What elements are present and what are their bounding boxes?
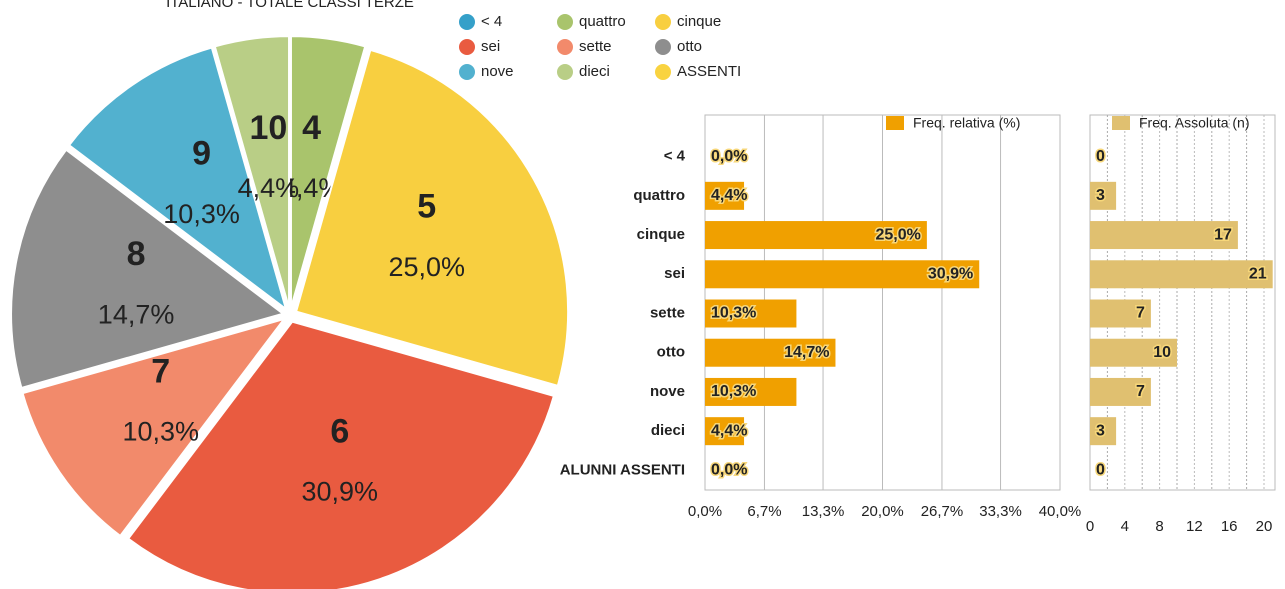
bar-value-label: 17: [1214, 226, 1232, 243]
slice-label: 6: [330, 412, 349, 450]
bar: [1090, 338, 1177, 367]
chart-title: ITALIANO - TOTALE CLASSI TERZE: [166, 0, 414, 11]
bar-value-label: 10: [1153, 344, 1171, 361]
legend-label: Freq. relativa (%): [913, 115, 1020, 131]
y-tick-label: dieci: [651, 422, 685, 439]
bar: [705, 260, 980, 289]
pie-slice: [21, 317, 287, 538]
slice-value-label: 10,3%: [122, 417, 199, 447]
y-tick-label: sette: [650, 304, 685, 321]
x-tick-label: 33,3%: [979, 503, 1022, 520]
legend-swatch: [655, 14, 671, 30]
x-tick-label: 26,7%: [921, 503, 964, 520]
slice-value-label: 14,7%: [98, 299, 175, 329]
legend-label: < 4: [481, 13, 502, 30]
pie-slice: [213, 35, 291, 309]
legend-swatch: [557, 14, 573, 30]
slice-value-label: 4,4%: [238, 173, 300, 203]
bar-value-label: 10,3%: [711, 383, 756, 400]
bar-value-label: 10,3%: [711, 305, 756, 322]
slice-label: 9: [192, 135, 211, 173]
legend-swatch: [557, 64, 573, 80]
bar-value-label: 3: [1096, 422, 1105, 439]
legend-label: nove: [481, 63, 514, 80]
y-tick-label: otto: [657, 344, 685, 361]
bar-value-label: 25,0%: [876, 226, 921, 243]
bar-value-label: 14,7%: [784, 344, 829, 361]
legend-swatch: [557, 39, 573, 55]
slice-label: 10: [250, 109, 288, 147]
bar-value-label: 21: [1249, 265, 1267, 282]
legend-swatch: [459, 14, 475, 30]
legend-label: ASSENTI: [677, 63, 741, 80]
legend-swatch: [459, 64, 475, 80]
bar-value-label: 0,0%: [711, 148, 747, 165]
bar-value-label: 7: [1136, 383, 1145, 400]
x-tick-label: 8: [1155, 518, 1163, 535]
legend-swatch: [1112, 116, 1130, 130]
bar-value-label: 30,9%: [928, 265, 973, 282]
slice-label: 7: [151, 352, 170, 390]
slice-value-label: 10,3%: [163, 199, 240, 229]
y-tick-label: ALUNNI ASSENTI: [560, 461, 685, 478]
slice-label: 4: [302, 109, 321, 147]
bar: [1090, 377, 1151, 406]
x-tick-label: 40,0%: [1039, 503, 1082, 520]
legend-label: dieci: [579, 63, 610, 80]
bar-value-label: 4,4%: [711, 422, 747, 439]
bar: [1090, 417, 1117, 446]
y-tick-label: quattro: [633, 187, 685, 204]
bar-value-label: 7: [1136, 305, 1145, 322]
bar-value-label: 0: [1096, 148, 1105, 165]
bar-value-label: 4,4%: [711, 187, 747, 204]
pie-slice: [289, 35, 367, 309]
bar: [1090, 181, 1117, 210]
legend-label: otto: [677, 38, 702, 55]
x-tick-label: 20,0%: [861, 503, 904, 520]
bar: [705, 417, 745, 446]
legend-swatch: [886, 116, 904, 130]
bar: [705, 299, 797, 328]
slice-label: 8: [127, 235, 146, 273]
pie-slice: [10, 148, 286, 390]
legend-label: quattro: [579, 13, 626, 30]
slice-value-label: 30,9%: [302, 477, 379, 507]
slice-label: 5: [417, 188, 436, 226]
legend-label: sei: [481, 38, 500, 55]
legend-label: Freq. Assoluta (n): [1139, 115, 1250, 131]
legend-label: sette: [579, 38, 612, 55]
bar: [705, 181, 745, 210]
bar-value-label: 3: [1096, 187, 1105, 204]
y-tick-label: sei: [664, 265, 685, 282]
slice-value-label: 25,0%: [388, 252, 465, 282]
x-tick-label: 12: [1186, 518, 1203, 535]
pie-slice: [294, 48, 570, 388]
bar: [1090, 299, 1151, 328]
bar: [705, 338, 836, 367]
x-tick-label: 20: [1256, 518, 1273, 535]
legend-swatch: [655, 64, 671, 80]
legend-label: cinque: [677, 13, 721, 30]
pie-slice: [126, 320, 556, 589]
x-tick-label: 13,3%: [802, 503, 845, 520]
bar: [1090, 221, 1238, 250]
x-tick-label: 4: [1121, 518, 1129, 535]
bar-value-label: 0,0%: [711, 462, 747, 479]
y-tick-label: < 4: [664, 148, 686, 165]
legend-swatch: [655, 39, 671, 55]
x-tick-label: 0: [1086, 518, 1094, 535]
pie-slice: [67, 46, 288, 312]
y-tick-label: nove: [650, 383, 685, 400]
bar: [705, 221, 927, 250]
bar-value-label: 0: [1096, 462, 1105, 479]
bar: [705, 377, 797, 406]
x-tick-label: 6,7%: [747, 503, 781, 520]
x-tick-label: 16: [1221, 518, 1238, 535]
y-tick-label: cinque: [637, 226, 685, 243]
bar: [1090, 260, 1273, 289]
x-tick-label: 0,0%: [688, 503, 722, 520]
legend-swatch: [459, 39, 475, 55]
